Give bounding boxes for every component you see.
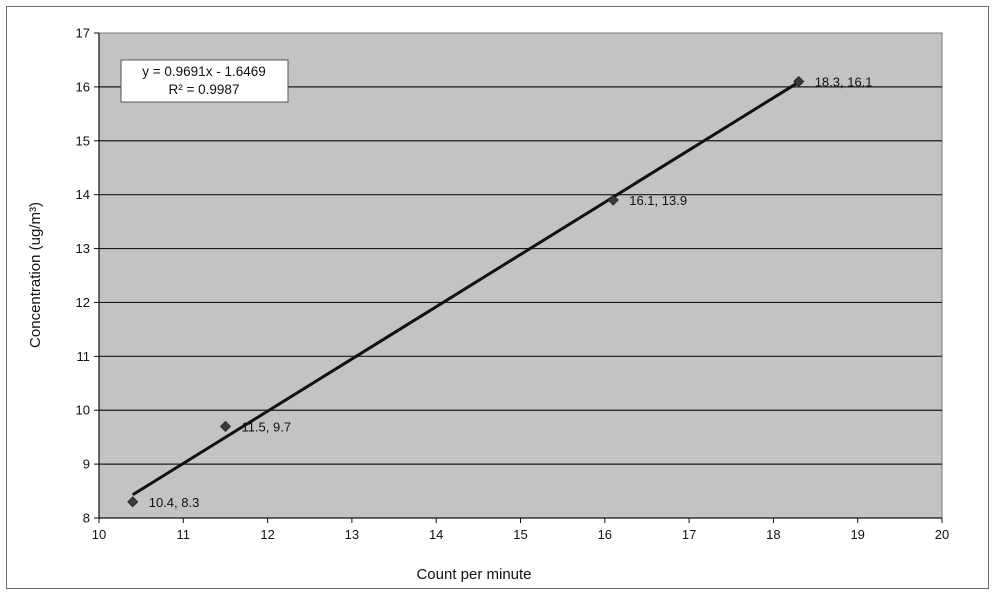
trendline-path	[131, 80, 800, 497]
plot-area	[98, 32, 943, 519]
chart-frame: 10 11 12 13 14 15 16 17 18 19 20 8 9 10 11 12 13 14 15 16 1…	[6, 6, 989, 589]
trendline	[131, 80, 800, 497]
y-tick-label: 13	[76, 241, 90, 256]
data-label: 11.5, 9.7	[241, 419, 291, 434]
y-tick-label: 8	[83, 511, 90, 526]
x-tick-label: 16	[598, 527, 612, 542]
x-tick-label: 14	[429, 527, 443, 542]
chart: 10 11 12 13 14 15 16 17 18 19 20 89101112131415161…	[27, 26, 949, 584]
data-point	[219, 420, 232, 432]
x-tick-label: 18	[766, 527, 780, 542]
y-tick-label: 15	[76, 133, 90, 148]
x-axis-title: Count per minute	[416, 566, 531, 583]
x-tick-label: 15	[513, 527, 527, 542]
x-tick-label: 13	[345, 527, 359, 542]
r-squared: R² = 0.9987	[169, 82, 240, 97]
equation-box: y = 0.9691x - 1.6469 R² = 0.9987	[120, 59, 289, 103]
x-tick-label: 12	[260, 527, 274, 542]
y-tick-label: 12	[76, 295, 90, 310]
y-tick-label: 11	[77, 349, 91, 364]
x-tick-label: 20	[935, 527, 949, 542]
data-point	[793, 75, 805, 88]
y-axis-title: Concentration (ug/m³)	[27, 202, 44, 348]
data-point	[127, 496, 139, 508]
data-label: 10.4, 8.3	[149, 495, 200, 510]
y-tick-label: 10	[76, 403, 90, 418]
y-tick-labels: 8 9 10 11 12 13 14 15 16 17	[76, 26, 90, 526]
y-tick-label: 16	[76, 79, 90, 94]
data-points	[127, 75, 805, 508]
y-tick-label: 17	[76, 26, 90, 41]
data-label: 16.1, 13.9	[629, 193, 687, 208]
x-tick-label: 10	[92, 527, 106, 542]
gridlines	[99, 86, 942, 465]
y-tick-label: 9	[83, 457, 90, 472]
x-tick-label: 19	[850, 527, 864, 542]
x-tick-label: 11	[177, 527, 191, 542]
data-label: 18.3, 16.1	[815, 75, 873, 90]
data-labels: 10.4, 8.3 11.5, 9.7 16.1, 13.9 18.3, 16.1	[149, 75, 873, 510]
trendline-equation: y = 0.9691x - 1.6469	[142, 64, 265, 79]
axes	[94, 32, 943, 523]
y-tick-label: 14	[76, 187, 90, 202]
x-tick-labels: 10 11 12 13 14 15 16 17 18 19 20	[92, 527, 949, 542]
data-point	[607, 194, 619, 206]
x-tick-label: 17	[682, 527, 696, 542]
